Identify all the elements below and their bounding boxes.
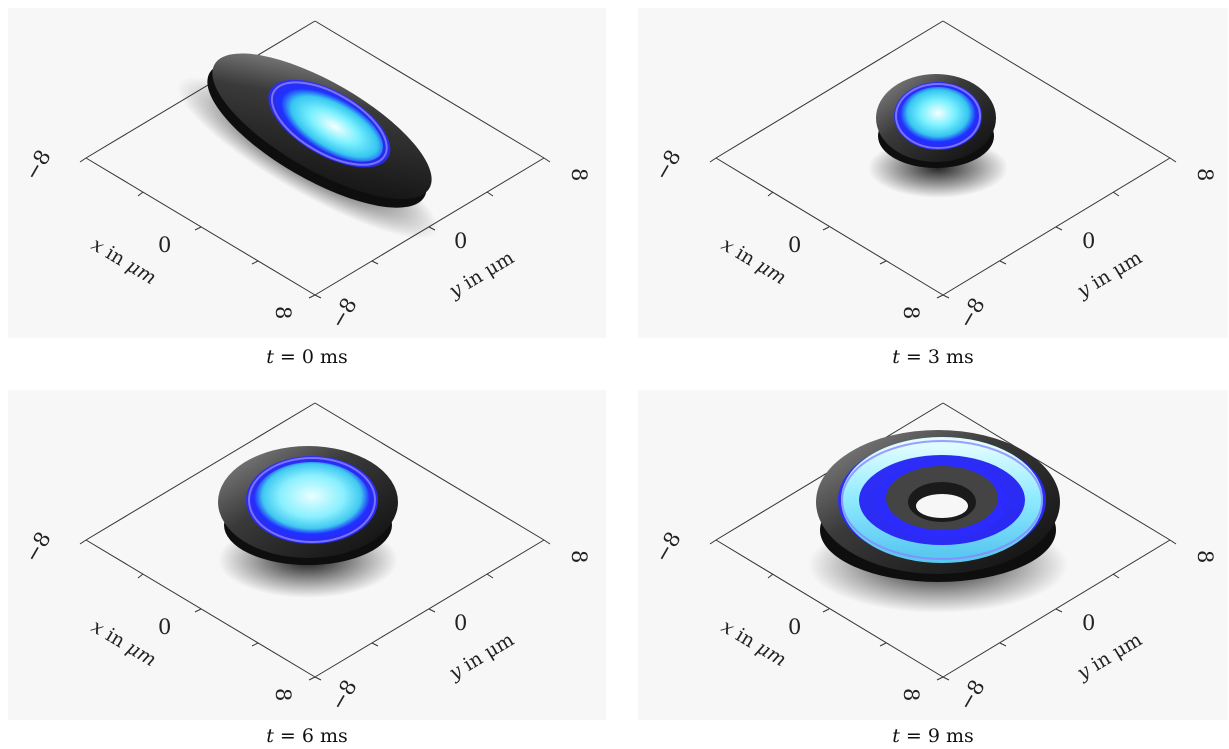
panel-t3: −8 0 8 −8 0 8 x in μm y in μm t = 3 ms: [638, 8, 1228, 378]
x-tick-zero: 0: [158, 615, 171, 639]
y-tick-max: 8: [1193, 168, 1217, 181]
x-tick-zero: 0: [158, 233, 171, 257]
plot-t9: −8 0 8 −8 0 8 x in μm y in μm: [638, 390, 1228, 720]
caption-t9: t = 9 ms: [638, 724, 1228, 748]
x-tick-max: 8: [271, 688, 295, 701]
caption-t3: t = 3 ms: [638, 345, 1228, 369]
x-tick-zero: 0: [788, 233, 801, 257]
panel-t0: −8 0 8 −8 0 8 x in μm y in μm t = 0 ms: [8, 8, 606, 378]
caption-t0: t = 0 ms: [8, 345, 606, 369]
plot-t3: −8 0 8 −8 0 8 x in μm y in μm: [638, 8, 1228, 338]
y-tick-zero: 0: [1082, 611, 1095, 635]
condensate-disc: [218, 446, 398, 565]
x-tick-max: 8: [271, 306, 295, 319]
y-tick-zero: 0: [454, 229, 467, 253]
plot-t6: −8 0 8 −8 0 8 x in μm y in μm: [8, 390, 606, 720]
x-tick-max: 8: [899, 306, 923, 319]
y-tick-max: 8: [567, 168, 591, 181]
y-tick-max: 8: [567, 550, 591, 563]
panel-t6: −8 0 8 −8 0 8 x in μm y in μm t = 6 ms: [8, 390, 606, 749]
y-tick-max: 8: [1193, 550, 1217, 563]
plot-t0: −8 0 8 −8 0 8 x in μm y in μm: [8, 8, 606, 338]
y-tick-zero: 0: [1082, 229, 1095, 253]
y-tick-zero: 0: [454, 611, 467, 635]
x-tick-zero: 0: [788, 615, 801, 639]
condensate-small: [876, 74, 996, 168]
caption-t6: t = 6 ms: [8, 724, 606, 748]
condensate-ring: [816, 430, 1060, 582]
panel-t9: −8 0 8 −8 0 8 x in μm y in μm t = 9 ms: [638, 390, 1228, 749]
x-tick-max: 8: [899, 688, 923, 701]
